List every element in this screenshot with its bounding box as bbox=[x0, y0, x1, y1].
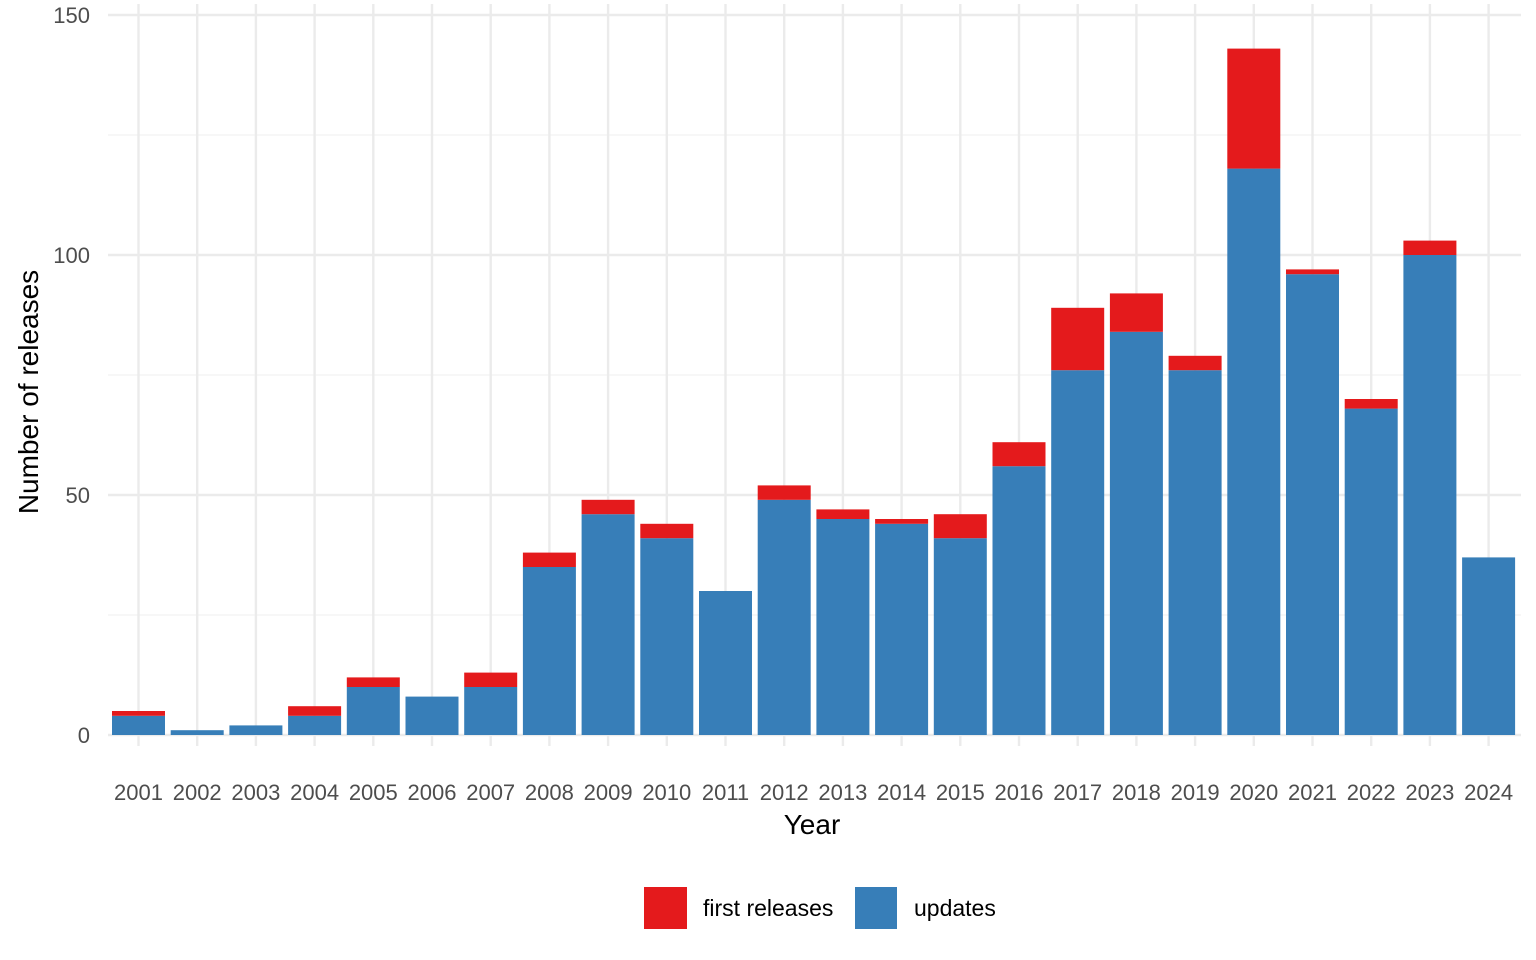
y-tick-label: 50 bbox=[66, 483, 90, 508]
bar-updates-2012 bbox=[757, 499, 811, 735]
x-tick-label: 2006 bbox=[408, 780, 457, 805]
y-axis-title: Number of releases bbox=[13, 270, 44, 514]
x-tick-label: 2002 bbox=[173, 780, 222, 805]
x-tick-label: 2007 bbox=[466, 780, 515, 805]
bar-first-releases-2009 bbox=[581, 499, 635, 515]
bar-first-releases-2022 bbox=[1344, 399, 1398, 409]
x-tick-label: 2015 bbox=[936, 780, 985, 805]
bar-first-releases-2012 bbox=[757, 485, 811, 500]
bar-first-releases-2004 bbox=[288, 706, 342, 716]
legend-swatch-first-releases bbox=[644, 887, 687, 929]
bar-updates-2005 bbox=[346, 687, 400, 735]
x-axis-ticks: 2001 2002 2003 2004 2005 2006 2007 2008 2009 2010… bbox=[114, 780, 1513, 805]
x-tick-label: 2013 bbox=[818, 780, 867, 805]
x-tick-label: 2011 bbox=[702, 780, 749, 805]
bar-first-releases-2013 bbox=[816, 509, 870, 519]
bar-first-releases-2010 bbox=[640, 523, 694, 539]
bar-first-releases-2014 bbox=[875, 519, 929, 524]
legend: first releases updates bbox=[644, 887, 996, 929]
bar-updates-2004 bbox=[288, 715, 342, 735]
bar-updates-2007 bbox=[464, 687, 518, 735]
x-tick-label: 2014 bbox=[877, 780, 926, 805]
bar-first-releases-2020 bbox=[1227, 48, 1281, 169]
bar-updates-2023 bbox=[1403, 255, 1457, 735]
bar-first-releases-2008 bbox=[522, 552, 576, 567]
x-tick-label: 2010 bbox=[642, 780, 691, 805]
minor-gridlines bbox=[108, 134, 1521, 616]
bar-first-releases-2015 bbox=[933, 514, 987, 539]
x-tick-label: 2018 bbox=[1112, 780, 1161, 805]
bar-updates-2020 bbox=[1227, 168, 1281, 736]
bar-updates-2019 bbox=[1168, 370, 1222, 735]
bar-updates-2009 bbox=[581, 514, 635, 735]
bar-first-releases-2016 bbox=[992, 442, 1046, 467]
bar-first-releases-2023 bbox=[1403, 240, 1457, 255]
legend-label-first-releases: first releases bbox=[703, 895, 833, 921]
bar-updates-2018 bbox=[1109, 331, 1163, 735]
x-axis-title: Year bbox=[784, 809, 841, 840]
x-tick-label: 2022 bbox=[1347, 780, 1396, 805]
x-tick-label: 2016 bbox=[995, 780, 1044, 805]
y-tick-label: 100 bbox=[53, 243, 90, 268]
x-tick-label: 2021 bbox=[1288, 780, 1337, 805]
bar-updates-2006 bbox=[405, 696, 459, 735]
x-tick-label: 2012 bbox=[760, 780, 809, 805]
bar-first-releases-2019 bbox=[1168, 355, 1222, 371]
x-tick-label: 2019 bbox=[1171, 780, 1220, 805]
legend-label-updates: updates bbox=[914, 895, 996, 921]
bar-updates-2015 bbox=[933, 538, 987, 735]
bar-first-releases-2005 bbox=[346, 677, 400, 687]
x-tick-label: 2005 bbox=[349, 780, 398, 805]
x-tick-label: 2001 bbox=[114, 780, 163, 805]
bars bbox=[112, 48, 1516, 736]
x-tick-label: 2003 bbox=[231, 780, 280, 805]
y-tick-label: 150 bbox=[53, 3, 90, 28]
bar-updates-2013 bbox=[816, 519, 870, 735]
bar-updates-2022 bbox=[1344, 408, 1398, 735]
bar-updates-2003 bbox=[229, 725, 283, 735]
x-tick-label: 2023 bbox=[1405, 780, 1454, 805]
bar-updates-2016 bbox=[992, 466, 1046, 735]
bar-first-releases-2007 bbox=[464, 672, 518, 687]
bar-updates-2008 bbox=[522, 567, 576, 735]
bar-first-releases-2017 bbox=[1051, 307, 1105, 371]
bar-first-releases-2021 bbox=[1286, 269, 1339, 275]
bar-updates-2024 bbox=[1462, 557, 1516, 735]
bar-first-releases-2001 bbox=[112, 711, 165, 716]
y-axis-ticks: 0 50 100 150 bbox=[53, 3, 90, 748]
bar-first-releases-2018 bbox=[1109, 293, 1163, 332]
y-tick-label: 0 bbox=[78, 723, 90, 748]
x-tick-label: 2004 bbox=[290, 780, 339, 805]
bar-updates-2011 bbox=[699, 591, 752, 735]
legend-swatch-updates bbox=[855, 887, 897, 929]
x-tick-label: 2020 bbox=[1229, 780, 1278, 805]
x-tick-label: 2008 bbox=[525, 780, 574, 805]
bar-updates-2001 bbox=[112, 715, 165, 735]
bar-updates-2014 bbox=[875, 523, 929, 735]
x-tick-label: 2017 bbox=[1053, 780, 1102, 805]
x-tick-label: 2009 bbox=[584, 780, 633, 805]
bar-updates-2010 bbox=[640, 538, 694, 735]
bar-updates-2002 bbox=[170, 730, 224, 735]
bar-updates-2021 bbox=[1286, 274, 1339, 735]
x-tick-label: 2024 bbox=[1464, 780, 1513, 805]
bar-updates-2017 bbox=[1051, 370, 1105, 735]
